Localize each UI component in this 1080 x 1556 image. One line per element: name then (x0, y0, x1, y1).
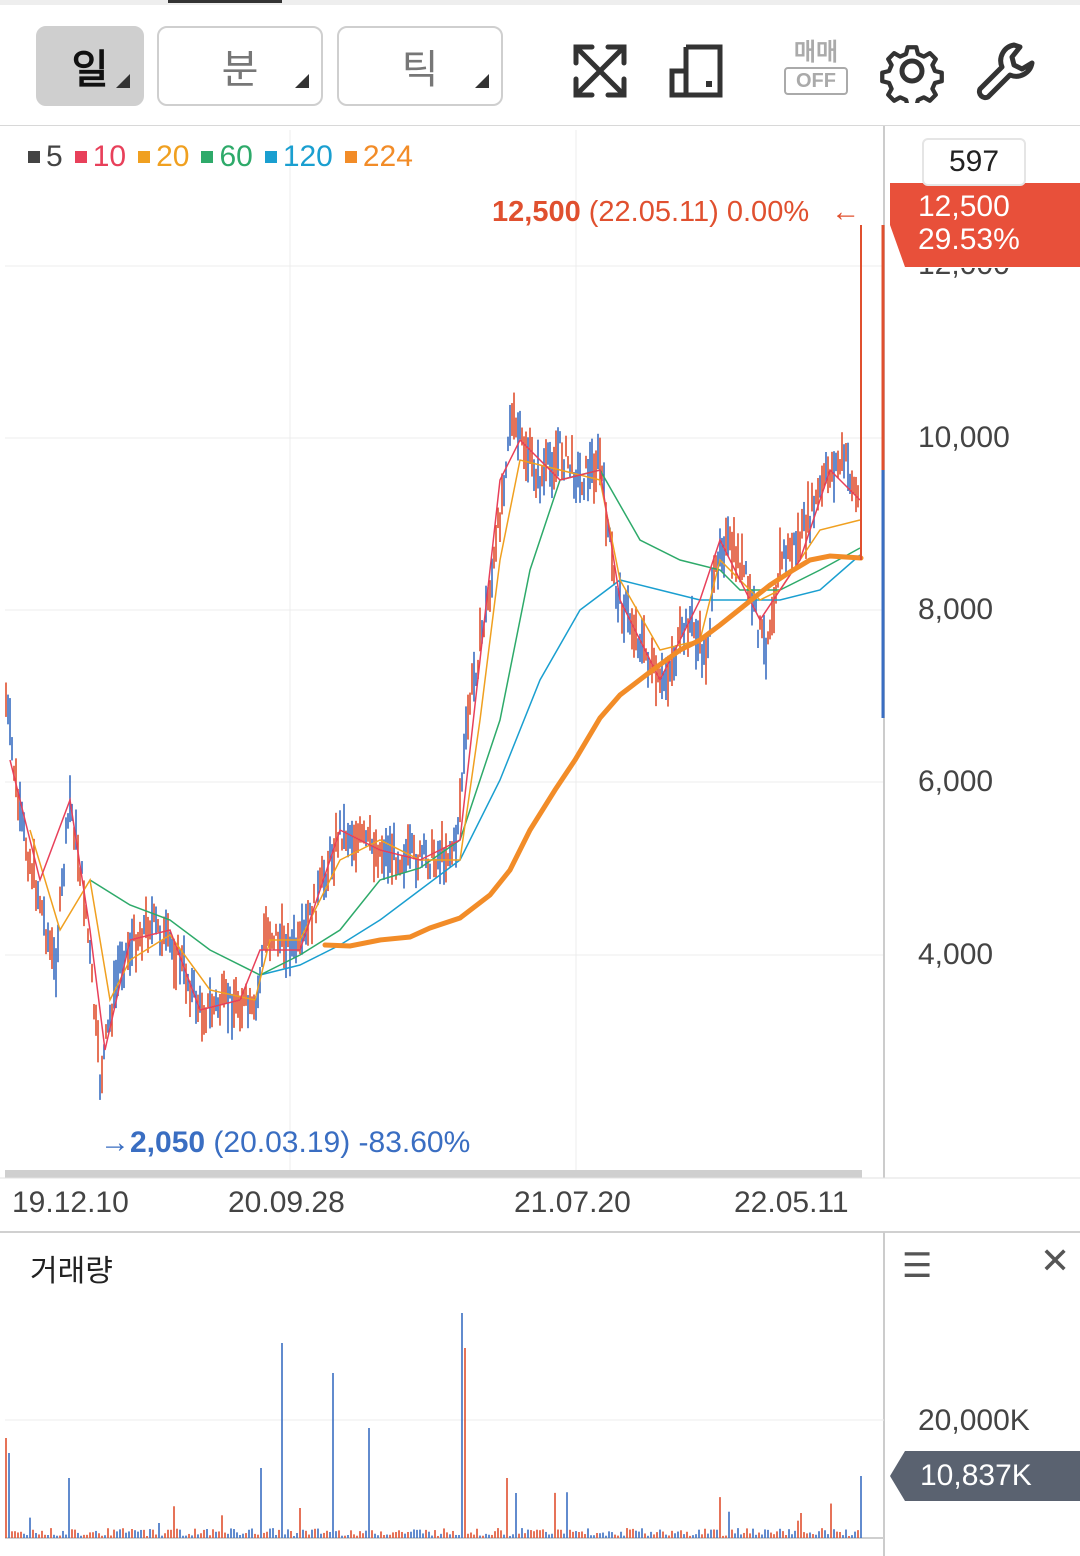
ma-60-line (89, 469, 861, 976)
ma-20-line (29, 459, 861, 1003)
legend-label: 20 (156, 140, 190, 173)
x-tick-191210: 19.12.10 (12, 1186, 129, 1219)
legend-swatch (264, 151, 277, 163)
y-tick-8000: 8,000 (918, 593, 994, 626)
current-volume: 10,837K (920, 1459, 1032, 1492)
chart-toolbar: 일 분 틱 매매 OFF (0, 5, 1080, 126)
min-date: (20.03.19) (213, 1126, 351, 1159)
trade-toggle-bottom: OFF (784, 67, 848, 95)
moving-average-legend: 5 10 20 60 120 224 (28, 140, 413, 174)
close-icon[interactable]: ✕ (1040, 1240, 1071, 1281)
min-arrow-icon: → (100, 1126, 130, 1159)
ma-10-line (9, 438, 861, 1051)
y-tick-6000: 6,000 (918, 765, 994, 798)
max-pct: 0.00% (726, 196, 810, 228)
top-strip (0, 0, 1080, 5)
period-tick-button[interactable]: 틱 (337, 26, 503, 106)
visible-count: 597 (948, 145, 1000, 178)
min-pct: -83.60% (358, 1126, 471, 1159)
ma-120-line (259, 554, 861, 976)
volume-panel-title: 거래량 (30, 1255, 113, 1288)
volume-y-tick: 20,000K (918, 1404, 1030, 1437)
top-tab-indicator (168, 0, 282, 3)
hamburger-menu-icon[interactable]: ☰ (902, 1247, 933, 1285)
legend-item-ma224[interactable]: 224 (344, 140, 413, 174)
current-price-tag: 12,500 29.53% (918, 190, 1020, 256)
x-tick-200928: 20.09.28 (228, 1186, 345, 1219)
legend-item-ma20[interactable]: 20 (138, 140, 189, 174)
legend-label: 10 (92, 140, 127, 173)
current-price: 12,500 (918, 190, 1010, 223)
current-price-tag-bg (890, 183, 1080, 267)
legend-label: 60 (219, 140, 253, 173)
legend-label: 120 (282, 140, 333, 173)
volume-bars (5, 1313, 862, 1538)
dropdown-triangle-icon (295, 74, 309, 88)
y-tick-12000: 12,000 (918, 268, 1010, 282)
max-price-annotation: 12,500 (22.05.11) 0.00% ← (492, 196, 860, 229)
ma-224-line (322, 553, 864, 949)
wrench-icon[interactable] (974, 39, 1038, 103)
min-price: 2,050 (130, 1126, 206, 1159)
dropdown-triangle-icon (116, 74, 130, 88)
current-volume-tag-bg (890, 1451, 1080, 1501)
chart-scrollbar[interactable] (5, 1170, 862, 1178)
legend-swatch (28, 151, 40, 163)
legend-swatch (201, 151, 214, 163)
legend-item-ma5[interactable]: 5 (28, 140, 63, 174)
x-tick-210720: 21.07.20 (514, 1186, 631, 1219)
period-daily-label: 일 (71, 48, 109, 92)
legend-label: 224 (362, 140, 413, 173)
legend-item-ma60[interactable]: 60 (201, 140, 253, 174)
layout-icon[interactable] (664, 39, 728, 103)
current-change: 29.53% (918, 223, 1020, 256)
legend-swatch (74, 151, 87, 163)
fullscreen-icon[interactable] (568, 39, 632, 103)
x-tick-220511: 22.05.11 (734, 1186, 849, 1219)
y-tick-4000: 4,000 (918, 938, 994, 971)
max-date: (22.05.11) (588, 196, 719, 228)
price-grid (5, 130, 884, 1170)
legend-swatch (138, 151, 151, 163)
max-price: 12,500 (492, 196, 581, 228)
period-minute-button[interactable]: 분 (157, 26, 323, 106)
dropdown-triangle-icon (475, 74, 489, 88)
legend-label: 5 (46, 140, 63, 173)
price-candles (5, 392, 859, 1100)
period-minute-label: 분 (221, 48, 259, 92)
settings-gear-icon[interactable] (880, 39, 944, 103)
max-arrow-icon: ← (831, 196, 861, 228)
period-daily-button[interactable]: 일 (36, 26, 144, 106)
legend-item-ma120[interactable]: 120 (264, 140, 333, 174)
period-tick-label: 틱 (401, 48, 439, 92)
y-tick-10000: 10,000 (918, 421, 1010, 454)
trade-toggle-icon[interactable]: 매매 OFF (784, 39, 848, 103)
trade-toggle-top: 매매 (793, 39, 839, 66)
legend-item-ma10[interactable]: 10 (74, 140, 127, 174)
legend-swatch (344, 151, 357, 163)
min-price-annotation: →2,050 (20.03.19) -83.60% (100, 1126, 470, 1160)
visible-count-box[interactable]: 597 (922, 138, 1026, 186)
